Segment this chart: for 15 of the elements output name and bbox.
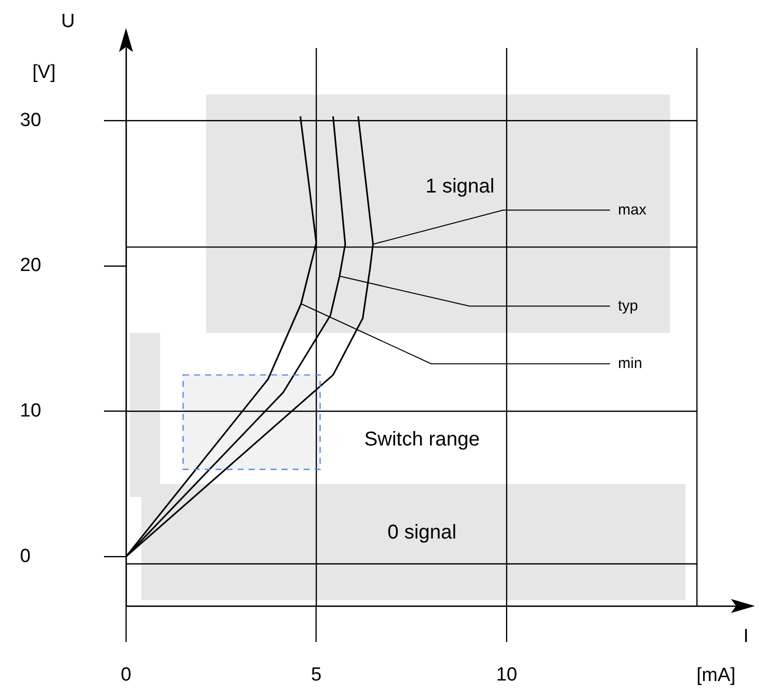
annotation: 0 signal: [388, 522, 456, 544]
annotation: 1 signal: [426, 176, 494, 198]
x-tick-label: 10: [496, 664, 518, 686]
annotation: Switch range: [364, 428, 480, 451]
y-tick-label: 20: [20, 255, 42, 276]
y-tick-label: 10: [20, 400, 42, 422]
text: U [V]: [32, 11, 75, 84]
y-tick-label: 0: [20, 546, 31, 567]
x-tick-label: 0: [120, 664, 132, 686]
y-tick-label: 30: [20, 110, 42, 131]
x-axis-title: I [mA]: [696, 626, 749, 686]
text: min: [618, 354, 642, 372]
x-tick-label: 5: [311, 664, 322, 686]
text: typ: [618, 297, 638, 314]
text: max: [618, 201, 647, 218]
